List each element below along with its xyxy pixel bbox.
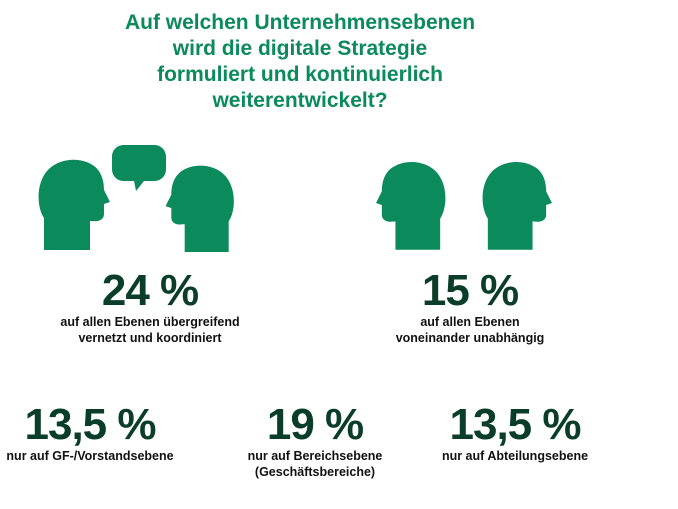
head-left-icon (38, 159, 110, 250)
stat-label-line: vernetzt und koordiniert (78, 331, 222, 345)
stat-item: 13,5 % nur auf GF-/Vorstandsebene (0, 402, 200, 464)
head-right-icon (482, 161, 552, 250)
stat-value: 15 % (421, 266, 519, 315)
chart-title: Auf welchen Unternehmensebenen wird die … (80, 10, 520, 114)
stat-item: 24 % auf allen Ebenen übergreifend verne… (40, 268, 260, 346)
stat-value: 24 % (101, 266, 199, 315)
title-line: weiterentwickelt? (212, 89, 388, 112)
title-line: formuliert und kontinuierlich (157, 63, 443, 86)
stat-item: 15 % auf allen Ebenen voneinander unabhä… (360, 268, 580, 346)
stat-label-line: nur auf GF-/Vorstandsebene (6, 449, 174, 463)
speech-bubble-icon (112, 145, 166, 191)
stat-label-line: nur auf Bereichsebene (247, 449, 383, 463)
stat-label-line: auf allen Ebenen (420, 315, 520, 329)
stat-value: 13,5 % (24, 400, 157, 449)
stat-value: 19 % (266, 400, 364, 449)
stat-item: 19 % nur auf Bereichsebene (Geschäftsber… (210, 402, 420, 480)
stat-item: 13,5 % nur auf Abteilungsebene (410, 402, 620, 464)
head-left-icon (376, 161, 446, 250)
stat-label-line: auf allen Ebenen übergreifend (60, 315, 240, 329)
stat-label-line: voneinander unabhängig (395, 331, 545, 345)
stat-label: nur auf Bereichsebene (Geschäftsbereiche… (210, 448, 420, 480)
stat-label: nur auf Abteilungsebene (410, 448, 620, 464)
title-line: Auf welchen Unternehmensebenen (124, 11, 476, 34)
stat-label-line: (Geschäftsbereiche) (254, 465, 376, 479)
stat-label: auf allen Ebenen voneinander unabhängig (360, 314, 580, 346)
stat-label: auf allen Ebenen übergreifend vernetzt u… (40, 314, 260, 346)
stat-value: 13,5 % (449, 400, 582, 449)
stat-label-line: nur auf Abteilungsebene (441, 449, 589, 463)
title-line: wird die digitale Strategie (172, 37, 428, 60)
stat-label: nur auf GF-/Vorstandsebene (0, 448, 200, 464)
head-right-icon (165, 165, 234, 252)
